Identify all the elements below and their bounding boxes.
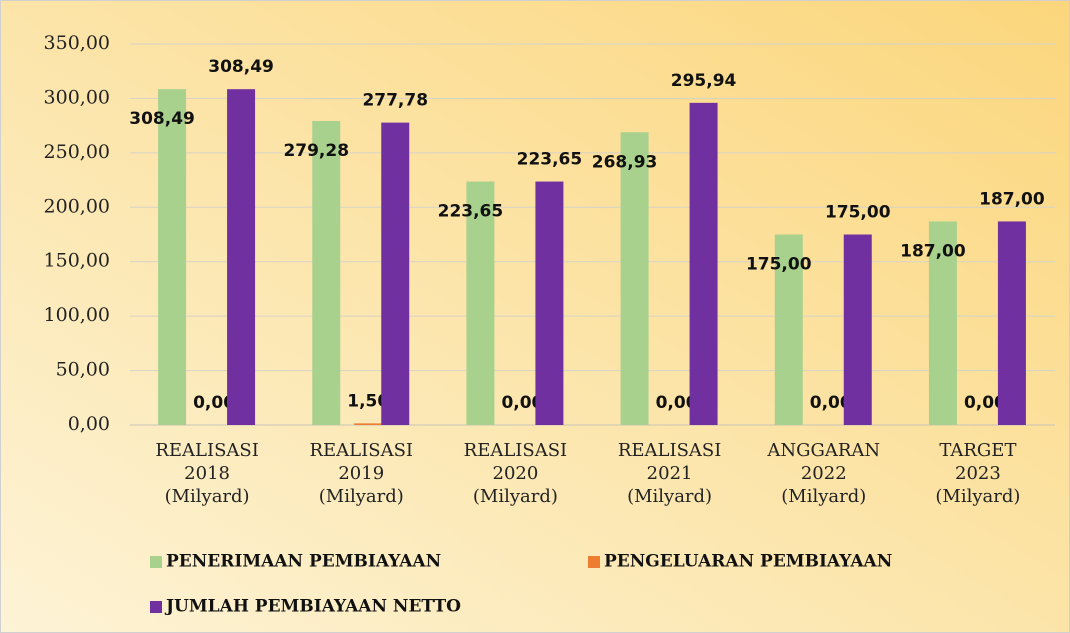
x-tick-line: (Milyard) bbox=[627, 486, 712, 507]
x-tick-line: 2019 bbox=[338, 463, 384, 484]
bar bbox=[227, 89, 256, 426]
data-label: 187,00 bbox=[979, 189, 1045, 209]
x-tick-line: 2020 bbox=[493, 463, 539, 484]
data-label: 277,78 bbox=[362, 91, 428, 111]
x-tick-line: 2023 bbox=[955, 463, 1001, 484]
y-tick-label: 250,00 bbox=[44, 141, 110, 163]
bar bbox=[843, 234, 872, 425]
bar bbox=[381, 122, 410, 425]
x-tick-line: (Milyard) bbox=[473, 486, 558, 507]
x-tick-line: REALISASI bbox=[618, 440, 722, 461]
bar bbox=[354, 423, 383, 425]
legend-swatch bbox=[150, 556, 162, 568]
x-tick-label: REALISASI 2019 (Milyard) bbox=[309, 440, 413, 507]
data-label: 1,50 bbox=[347, 391, 389, 411]
y-tick-label: 0,00 bbox=[68, 413, 110, 435]
data-label: 175,00 bbox=[746, 255, 812, 275]
data-label: 295,94 bbox=[671, 71, 737, 91]
x-tick-label: TARGET 2023 (Milyard) bbox=[935, 440, 1020, 507]
x-tick-label: REALISASI 2020 (Milyard) bbox=[464, 440, 568, 507]
x-tick-label: REALISASI 2021 (Milyard) bbox=[618, 440, 722, 507]
x-tick-line: 2021 bbox=[647, 463, 693, 484]
data-label: 0,00 bbox=[501, 393, 543, 413]
bar bbox=[774, 234, 803, 425]
x-tick-line: 2022 bbox=[801, 463, 847, 484]
data-label: 0,00 bbox=[193, 393, 235, 413]
y-tick-label: 50,00 bbox=[56, 359, 110, 381]
x-tick-label: REALISASI 2018 (Milyard) bbox=[155, 440, 259, 507]
data-label: 0,00 bbox=[656, 393, 698, 413]
legend-label: PENERIMAAN PEMBIAYAAN bbox=[166, 552, 441, 572]
data-label: 187,00 bbox=[900, 241, 966, 261]
x-tick-line: REALISASI bbox=[464, 440, 568, 461]
x-tick-line: REALISASI bbox=[309, 440, 413, 461]
data-label: 268,93 bbox=[592, 152, 658, 172]
data-label: 0,00 bbox=[964, 393, 1006, 413]
bar bbox=[466, 181, 495, 425]
x-tick-line: (Milyard) bbox=[935, 486, 1020, 507]
y-tick-label: 200,00 bbox=[44, 195, 110, 217]
legend-swatch bbox=[150, 601, 162, 613]
x-tick-line: (Milyard) bbox=[165, 486, 250, 507]
data-label: 279,28 bbox=[283, 141, 349, 161]
y-tick-label: 350,00 bbox=[44, 32, 110, 54]
x-tick-line: (Milyard) bbox=[781, 486, 866, 507]
data-label: 175,00 bbox=[825, 203, 891, 223]
bar bbox=[689, 102, 718, 425]
bar bbox=[312, 120, 341, 426]
x-tick-line: 2018 bbox=[184, 463, 230, 484]
bar bbox=[158, 89, 187, 426]
x-tick-label: ANGGARAN 2022 (Milyard) bbox=[766, 440, 880, 507]
x-tick-line: (Milyard) bbox=[319, 486, 404, 507]
bar bbox=[928, 221, 957, 425]
y-tick-label: 100,00 bbox=[44, 304, 110, 326]
data-label: 223,65 bbox=[517, 150, 583, 170]
data-label: 308,49 bbox=[208, 57, 274, 77]
bar bbox=[997, 221, 1026, 425]
y-tick-label: 300,00 bbox=[44, 86, 110, 108]
x-tick-line: TARGET bbox=[939, 440, 1016, 461]
legend-swatch bbox=[588, 556, 600, 568]
bar bbox=[535, 181, 564, 425]
legend-label: JUMLAH PEMBIAYAAN NETTO bbox=[164, 597, 461, 617]
data-label: 223,65 bbox=[438, 202, 504, 222]
data-label: 308,49 bbox=[129, 109, 195, 129]
data-label: 0,00 bbox=[810, 393, 852, 413]
legend-label: PENGELUARAN PEMBIAYAAN bbox=[604, 552, 892, 572]
y-tick-label: 150,00 bbox=[44, 250, 110, 272]
x-tick-line: REALISASI bbox=[155, 440, 259, 461]
x-tick-line: ANGGARAN bbox=[766, 440, 880, 461]
bar bbox=[620, 132, 649, 425]
